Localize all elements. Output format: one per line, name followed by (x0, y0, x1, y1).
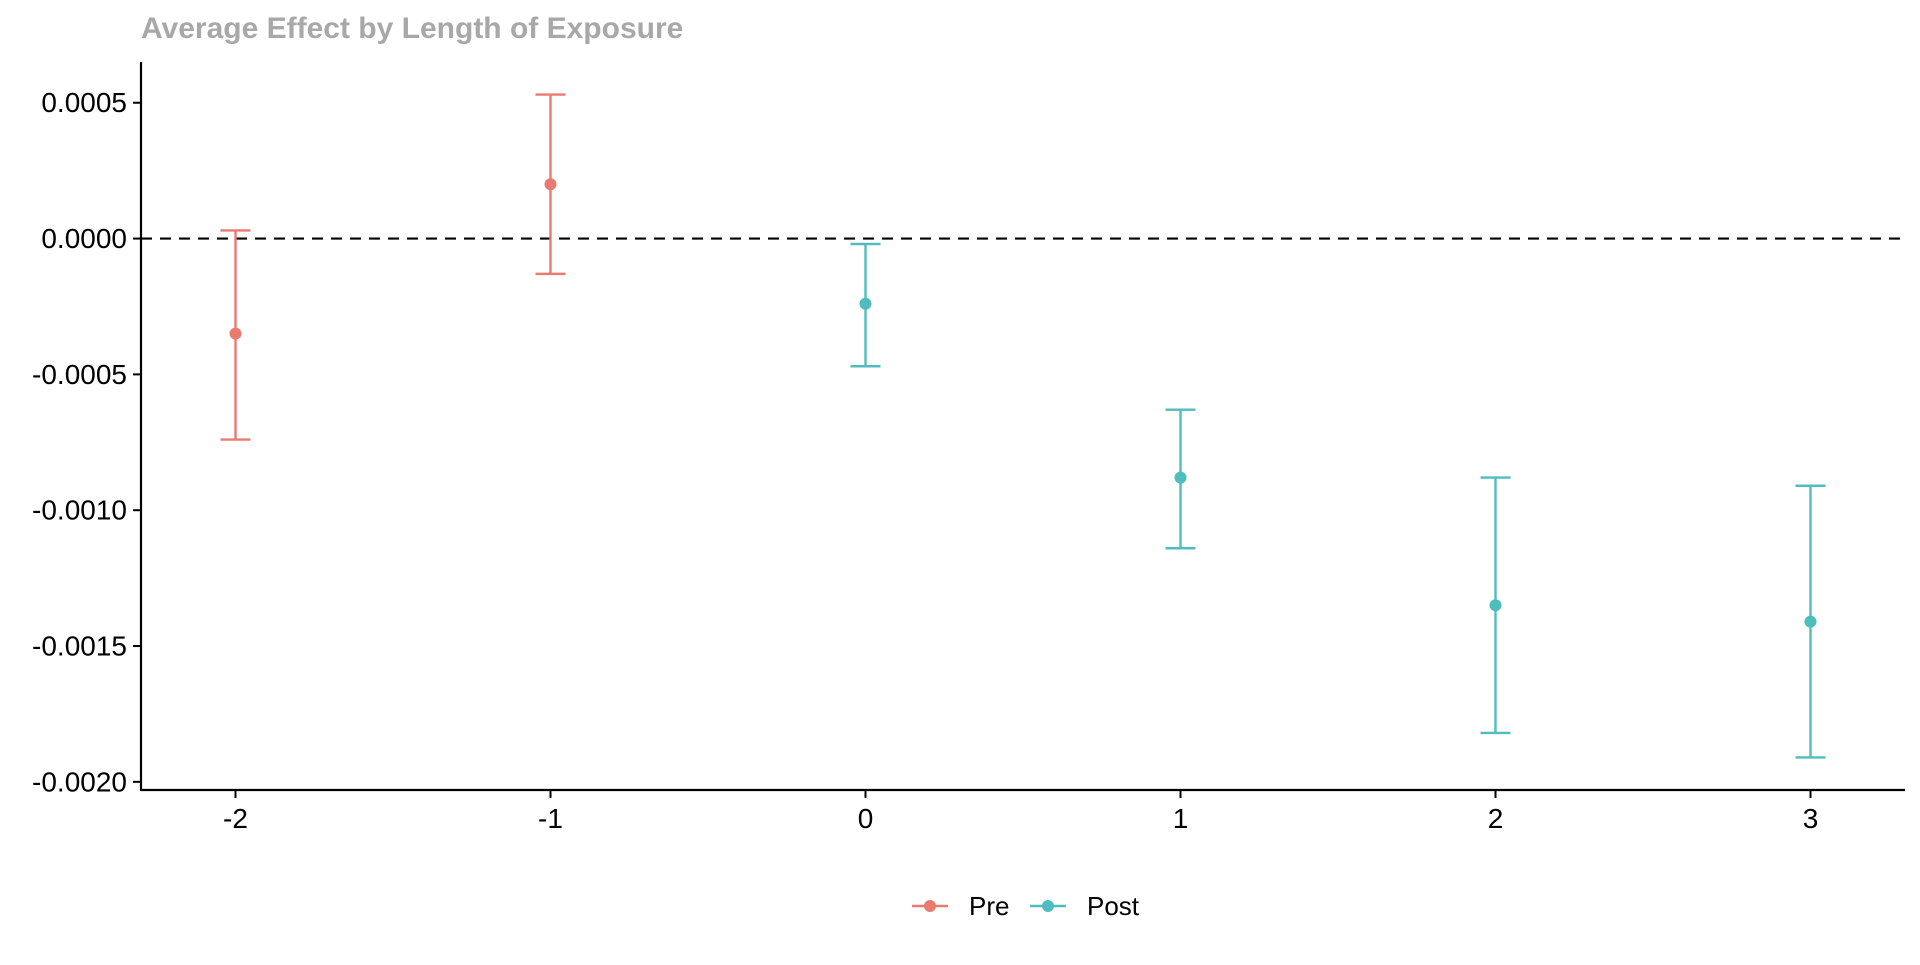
data-point (1174, 471, 1187, 484)
y-tick-label: -0.0010 (32, 495, 127, 526)
data-point (1804, 615, 1817, 628)
x-tick-label: -2 (223, 803, 248, 834)
y-tick-label: -0.0020 (32, 766, 127, 797)
x-tick-label: 1 (1173, 803, 1189, 834)
y-tick-label: -0.0005 (32, 359, 127, 390)
legend-key-point (1042, 900, 1054, 912)
data-point (544, 178, 557, 191)
chart-title: Average Effect by Length of Exposure (141, 12, 684, 45)
x-tick-label: -1 (538, 803, 563, 834)
data-point (859, 297, 872, 310)
y-tick-label: 0.0005 (41, 87, 127, 118)
y-tick-label: -0.0015 (32, 631, 127, 662)
data-point (1489, 599, 1502, 612)
data-point (229, 327, 242, 340)
legend-key-point (924, 900, 936, 912)
x-tick-label: 3 (1803, 803, 1819, 834)
x-tick-label: 2 (1488, 803, 1504, 834)
x-tick-label: 0 (858, 803, 874, 834)
y-tick-label: 0.0000 (41, 223, 127, 254)
legend-label: Pre (969, 891, 1009, 921)
legend-label: Post (1087, 891, 1140, 921)
